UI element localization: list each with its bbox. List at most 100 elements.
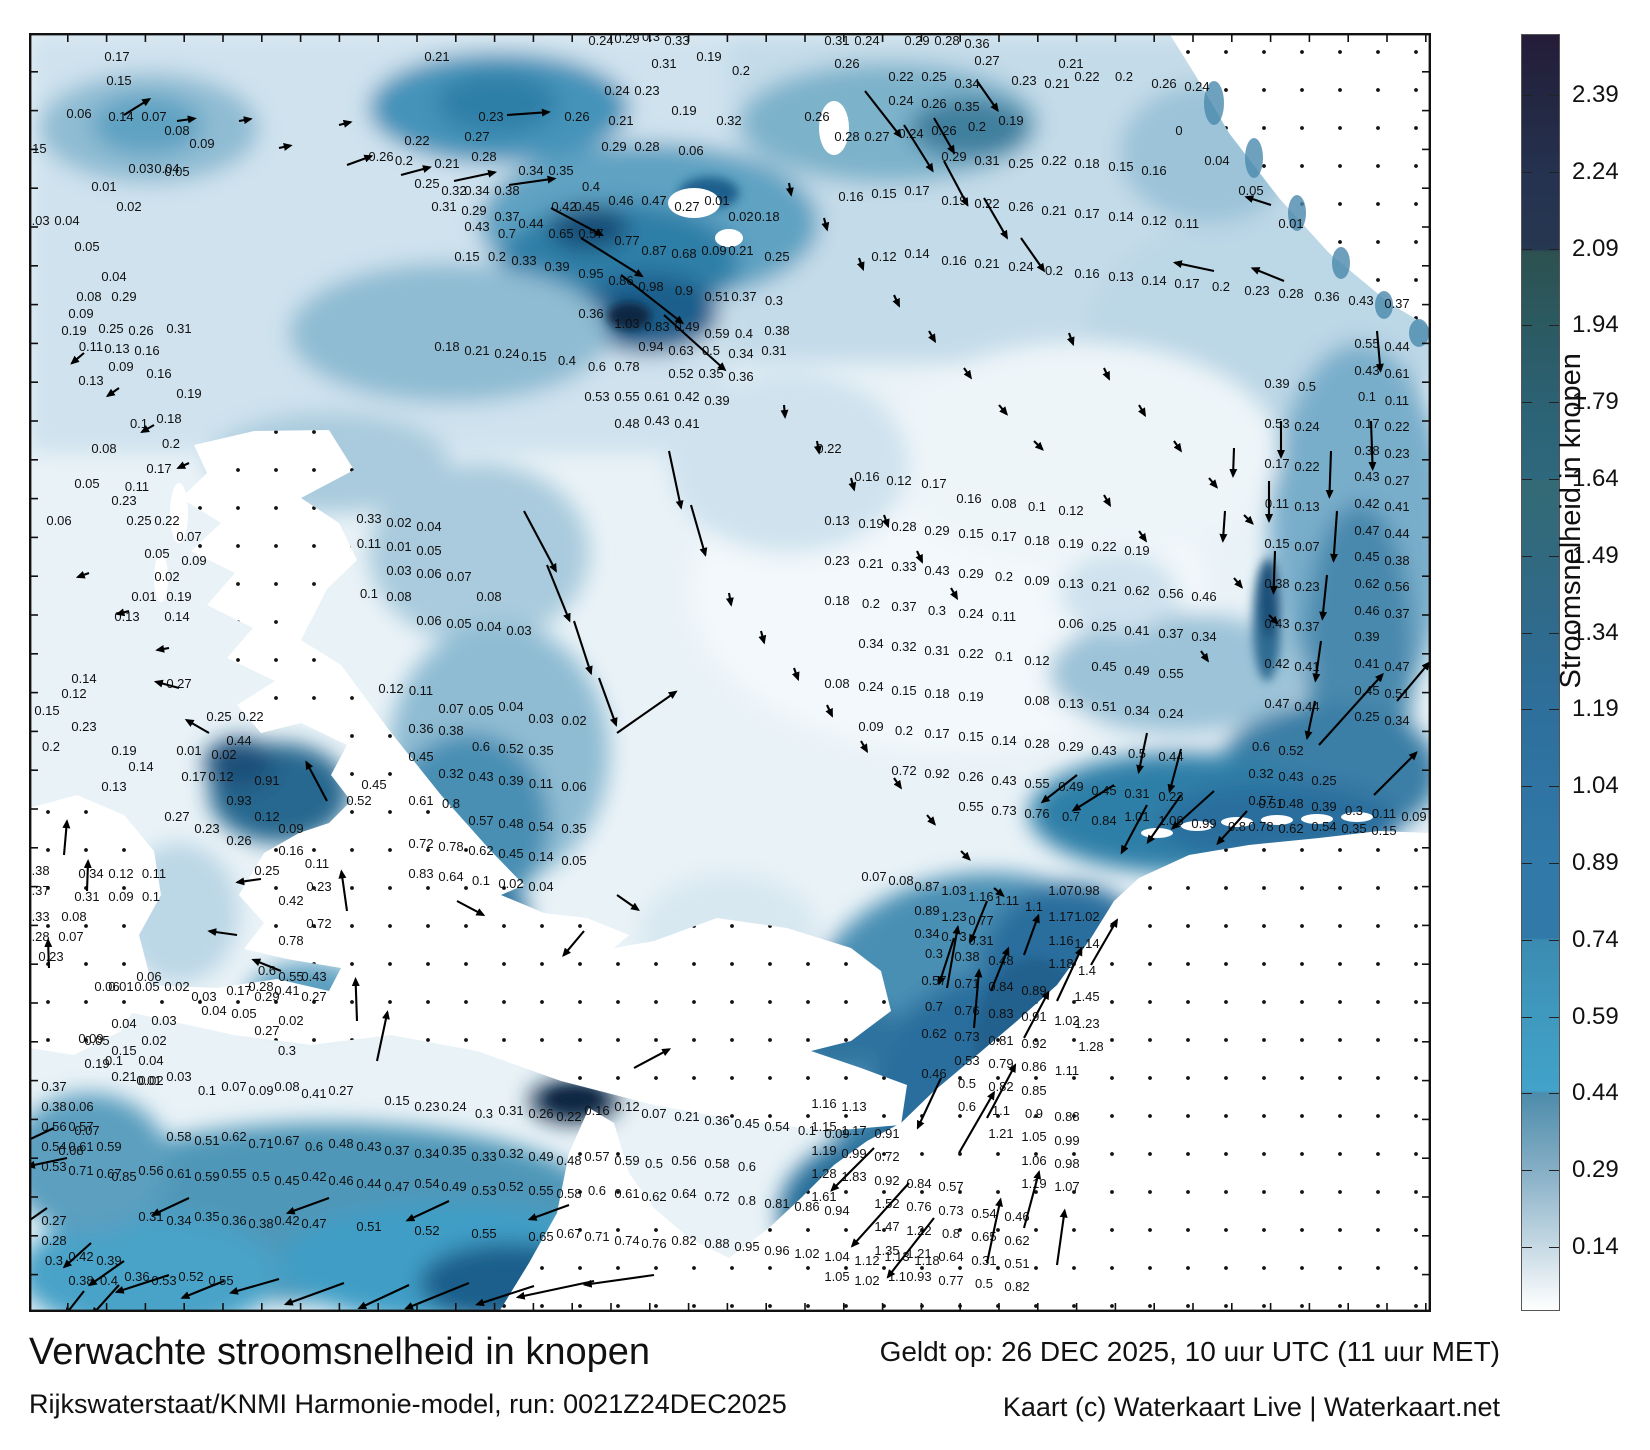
current-speed-label: 0.21 [728, 243, 753, 258]
current-speed-label: 0.2 [995, 569, 1013, 584]
current-speed-label: 0.21 [1044, 76, 1069, 91]
current-speed-label: 0.32 [716, 113, 741, 128]
current-speed-label: 0.39 [1311, 799, 1336, 814]
current-speed-label: 0.46 [921, 1066, 946, 1081]
current-speed-label: 0.35 [954, 99, 979, 114]
current-vector-arrow [1173, 440, 1183, 453]
current-speed-label: 0.46 [1354, 603, 1379, 618]
current-speed-label: 0.38 [438, 723, 463, 738]
colorbar-tick [1549, 1093, 1559, 1095]
current-speed-label: 0.87 [914, 879, 939, 894]
colorbar-tick [1549, 939, 1559, 941]
current-speed-label: 0.11 [1372, 806, 1396, 821]
island-orkney [668, 188, 720, 218]
current-speed-label: 0.55 [528, 1183, 553, 1198]
current-speed-label: 0.15 [958, 526, 983, 541]
current-speed-label: 0.88 [1054, 1109, 1079, 1124]
current-speed-label: 0.09 [189, 136, 214, 151]
current-speed-label: 0.15 [521, 349, 546, 364]
current-speed-label: 0.33 [356, 511, 381, 526]
current-speed-label: 0.19 [111, 743, 136, 758]
current-speed-label: 1.45 [1074, 989, 1099, 1004]
current-speed-label: 0.25 [126, 513, 151, 528]
current-speed-label: 0.01 [176, 743, 201, 758]
current-speed-label: 0.04 [201, 1003, 226, 1018]
current-speed-label: 0.25 [254, 863, 279, 878]
current-speed-label: 0.86 [794, 1199, 819, 1214]
current-vector-arrow [508, 175, 557, 187]
current-speed-label: 0.22 [1074, 69, 1099, 84]
current-speed-label: 0.12 [1141, 213, 1166, 228]
current-speed-label: 0.52 [1278, 743, 1303, 758]
current-vector-arrow [62, 819, 71, 856]
current-vector-arrow [1269, 550, 1278, 595]
current-speed-label: 0.02 [154, 569, 179, 584]
current-speed-label: 0.33 [471, 1149, 496, 1164]
current-speed-label: 0.4 [582, 179, 600, 194]
map-frame [29, 33, 1431, 1312]
colorbar-tick [1522, 95, 1532, 96]
current-speed-label: 0.05 [468, 703, 493, 718]
current-speed-label: 0.54 [414, 1176, 439, 1191]
current-speed-label: 0.28 [1024, 736, 1049, 751]
current-vector-arrow [1396, 661, 1431, 702]
current-vector-arrow [916, 1077, 942, 1130]
current-speed-label: 0.05 [446, 616, 471, 631]
current-speed-label: 0.21 [1091, 579, 1116, 594]
colorbar-tick-label: 2.24 [1572, 157, 1619, 185]
current-speed-label: 1.07 [1054, 1179, 1079, 1194]
current-speed-label: 0.36 [578, 306, 603, 321]
colorbar-tick [1522, 402, 1532, 404]
current-speed-label: 0.27 [41, 1213, 66, 1228]
current-speed-label: 0.56 [671, 1153, 696, 1168]
current-speed-label: 0.04 [528, 879, 553, 894]
colorbar-tick [1549, 863, 1559, 864]
colorbar-tick [1522, 325, 1532, 327]
current-speed-label: 0.98 [1054, 1156, 1079, 1171]
current-speed-label: 0.18 [924, 686, 949, 701]
current-speed-label: 0.24 [1158, 706, 1183, 721]
current-speed-label: 0.37 [1384, 606, 1409, 621]
current-speed-label: 0.76 [641, 1236, 666, 1251]
current-vector-arrow [943, 160, 969, 207]
current-speed-label: 1.28 [1078, 1039, 1103, 1054]
current-speed-label: 0.25 [1091, 619, 1116, 634]
current-speed-label: 0.82 [671, 1233, 696, 1248]
map-frame-ticks [31, 35, 1429, 1310]
current-speed-label: 0.55 [958, 799, 983, 814]
current-speed-label: 0.53 [151, 1273, 176, 1288]
current-speed-label: 0.07 [176, 529, 201, 544]
current-vector-arrow [990, 946, 1010, 992]
current-speed-label: 0.34 [78, 866, 103, 881]
current-speed-label: 0.19 [858, 516, 883, 531]
current-speed-label: 1.21 [988, 1126, 1013, 1141]
current-speed-label: 0.24 [898, 126, 923, 141]
current-speed-label: 0.47 [384, 1179, 409, 1194]
current-speed-label: 0.58 [166, 1129, 191, 1144]
current-speed-label: 0.95 [734, 1239, 759, 1254]
current-speed-label: 0.28 [248, 979, 273, 994]
current-speed-label: 0.12 [886, 473, 911, 488]
current-speed-label: 0.54 [528, 819, 553, 834]
current-speed-label: 0.77 [938, 1273, 963, 1288]
current-speed-label: 0.11 [125, 479, 149, 494]
current-speed-label: 0.05 [231, 1006, 256, 1021]
current-speed-label: 0.7 [498, 226, 516, 241]
current-vector-arrow [1325, 450, 1334, 499]
current-speed-label: 0.18 [754, 209, 779, 224]
current-vector-arrow [1033, 440, 1044, 451]
current-speed-label: 0.79 [988, 1056, 1013, 1071]
current-speed-label: 0 [1175, 123, 1182, 138]
current-speed-label: 0.12 [614, 1099, 639, 1114]
current-vector-arrow [1368, 420, 1377, 471]
current-speed-label: 0.26 [931, 123, 956, 138]
current-vector-arrow [29, 1207, 48, 1222]
current-speed-label: 0.23 [194, 821, 219, 836]
current-speed-label: 0.34 [464, 183, 489, 198]
current-speed-label: 0.34 [1124, 703, 1149, 718]
current-speed-label: 0.06 [561, 779, 586, 794]
land-great-britain [124, 430, 907, 1131]
current-speed-label: 0.71 [954, 976, 979, 991]
current-speed-label: 0.17 [1074, 206, 1099, 221]
